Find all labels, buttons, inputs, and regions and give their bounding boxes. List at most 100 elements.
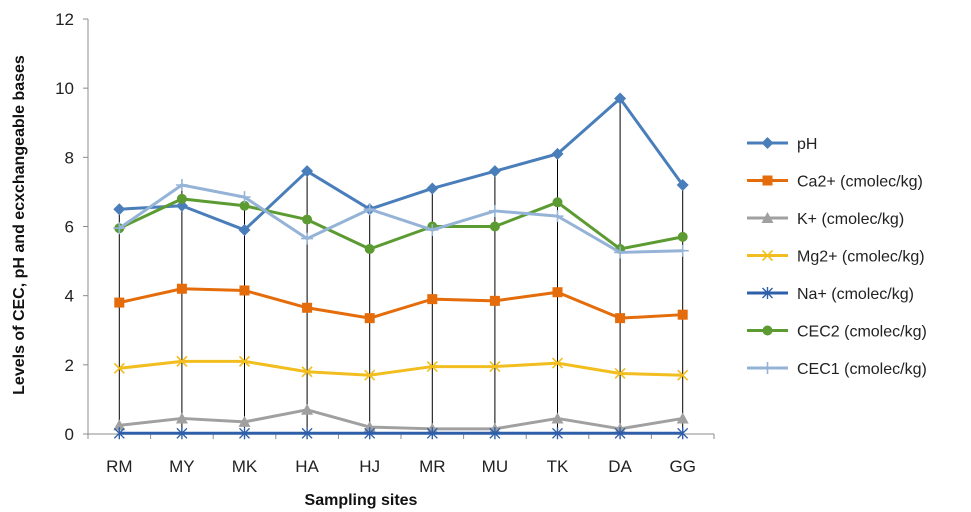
data-point [677,427,689,440]
data-point [113,419,126,431]
series-1 [114,283,688,324]
data-point [552,287,563,298]
data-point [238,223,251,236]
legend-item: CEC1 (cmolec/kg) [747,361,927,378]
legend-marker [762,325,773,336]
data-point [364,243,375,254]
x-tick-label: RM [106,457,132,476]
data-point [551,357,564,369]
y-tick-label: 2 [65,356,74,375]
series-layer [113,92,689,440]
data-point [488,204,501,217]
x-axis-title: Sampling sites [305,492,418,509]
data-point [301,366,313,378]
data-point [363,203,376,216]
legend-label: CEC2 (cmolec/kg) [797,324,927,341]
data-point [239,285,250,296]
data-point [175,179,188,191]
x-tick-label: MU [482,457,508,476]
data-point [113,222,126,235]
legend-marker [761,249,774,262]
data-point [175,412,188,424]
data-point [614,367,626,380]
legend-marker [761,137,774,149]
data-point [614,427,626,440]
legend-item: CEC2 (cmolec/kg) [747,324,927,341]
data-point [302,302,313,313]
x-tick-label: TK [547,457,569,476]
series-line [118,197,683,251]
legend-label: pH [797,136,817,153]
data-point [489,427,501,440]
data-point [676,412,689,424]
data-point [301,165,314,178]
series-6 [113,179,689,259]
y-tick-label: 12 [55,10,74,29]
data-point [301,427,313,440]
data-point [426,360,438,373]
data-point [238,355,251,367]
data-point [489,360,501,373]
data-point [113,203,126,216]
legend-marker [762,175,773,186]
data-point [551,412,564,424]
data-point [614,92,627,105]
legend-label: Na+ (cmolec/kg) [797,286,914,303]
x-tick-label: GG [669,457,695,476]
data-point [238,191,251,204]
data-point [426,182,439,195]
series-line [118,183,683,254]
data-point [176,427,188,440]
data-point [364,313,375,324]
data-point [489,295,500,306]
y-tick-label: 10 [55,79,74,98]
legend: pH Ca2+ (cmolec/kg) K+ (cmolec/kg) Mg2+ (cm… [747,136,927,378]
series-2 [113,403,689,434]
data-point [364,369,376,381]
x-tick-label: DA [608,457,632,476]
x-tick-label: MR [419,457,445,476]
x-tick-label: HJ [359,457,380,476]
data-point [614,246,627,259]
data-point [239,427,250,440]
legend-item: Ca2+ (cmolec/kg) [747,174,923,191]
data-point [176,355,188,367]
data-point [302,214,313,225]
data-point [113,362,125,374]
data-point [551,147,564,160]
series-3 [113,355,689,381]
legend-marker [761,212,774,223]
data-point [489,221,500,232]
legend-marker [761,362,774,374]
series-line [119,408,683,431]
legend-label: Mg2+ (cmolec/kg) [797,249,925,266]
series-line [119,359,683,377]
legend-item: Mg2+ (cmolec/kg) [747,249,925,266]
data-point [677,309,688,320]
data-point [552,197,563,208]
y-axis-title: Levels of CEC, pH and ecxchangeable base… [11,55,28,395]
data-point [552,427,563,440]
data-point [301,403,314,415]
data-point [488,165,501,178]
legend-label: Ca2+ (cmolec/kg) [797,174,923,191]
data-point [176,283,187,294]
data-point [113,427,125,440]
y-tick-label: 0 [65,425,74,444]
series-line [119,97,684,232]
data-point [176,193,187,204]
legend-item: K+ (cmolec/kg) [747,211,904,228]
data-point [676,244,689,257]
x-tick-label: HA [295,457,319,476]
x-tick-label: MY [169,457,195,476]
data-point [426,223,439,236]
series-5 [114,193,688,254]
data-point [301,232,314,245]
legend-label: K+ (cmolec/kg) [797,211,904,228]
x-tick-label: MK [232,457,258,476]
data-point [114,297,125,308]
y-tick-label: 6 [65,218,74,237]
legend-item: pH [747,136,817,153]
data-point [427,294,438,305]
